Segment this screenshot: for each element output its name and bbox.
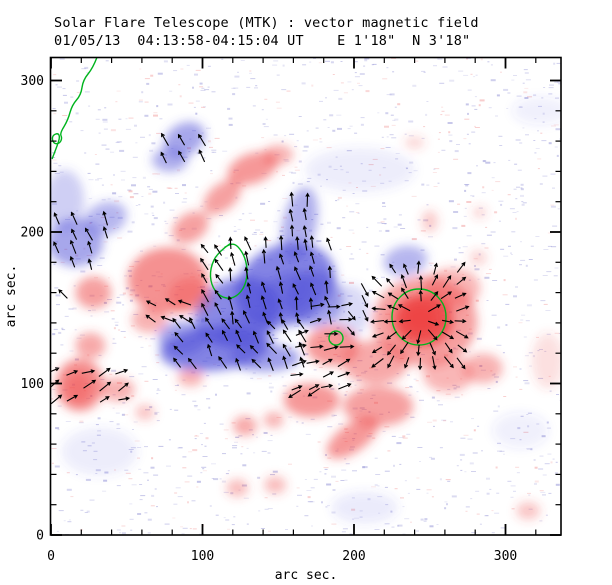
y-tick-label: 100 xyxy=(21,377,44,392)
axis-labels: 0 100 200 300 0 100 200 300 arc sec. arc sec. xyxy=(4,74,517,583)
y-axis-title: arc sec. xyxy=(4,265,19,328)
green-contour-lines xyxy=(51,57,447,346)
x-tick-label: 200 xyxy=(342,549,365,564)
magnetic-field-blobs xyxy=(51,96,561,524)
arrow-cluster-blue-tongue xyxy=(288,191,310,251)
arrow-cluster-bottom-mass-pair xyxy=(288,387,320,399)
plot-frame xyxy=(49,56,562,536)
arrow-cluster-central-blue-upper xyxy=(227,235,332,325)
arrow-cluster-left-red-blob xyxy=(51,367,131,405)
y-tick-label: 0 xyxy=(36,529,44,544)
x-tick-label: 300 xyxy=(494,549,517,564)
subtitle: 01/05/13 04:13:58-04:15:04 UT E 1'18" N … xyxy=(54,33,471,49)
arrow-cluster-mid-red-right2 xyxy=(290,358,352,391)
arrow-cluster-right-spot-radial xyxy=(370,260,470,371)
arrow-cluster-mid-red-right1 xyxy=(295,302,355,351)
arrow-cluster-red-left-of-blue xyxy=(145,298,193,324)
x-axis-title: arc sec. xyxy=(275,568,338,583)
y-tick-label: 300 xyxy=(21,74,44,89)
arrow-cluster-central-blue-lower xyxy=(172,316,307,371)
arrow-cluster-left-blue-patch xyxy=(53,210,109,270)
page-title: Solar Flare Telescope (MTK) : vector mag… xyxy=(54,15,479,31)
x-tick-label: 0 xyxy=(47,549,55,564)
arrow-cluster-central-blue-left xyxy=(200,243,224,317)
arrow-cluster-top-blue-patch xyxy=(160,132,206,164)
x-tick-label: 100 xyxy=(191,549,214,564)
vector-field-arrows xyxy=(51,132,470,405)
y-tick-label: 200 xyxy=(21,226,44,241)
arrow-cluster-left-lone xyxy=(58,289,68,299)
arrow-cluster-between-blue-spot xyxy=(347,283,369,336)
